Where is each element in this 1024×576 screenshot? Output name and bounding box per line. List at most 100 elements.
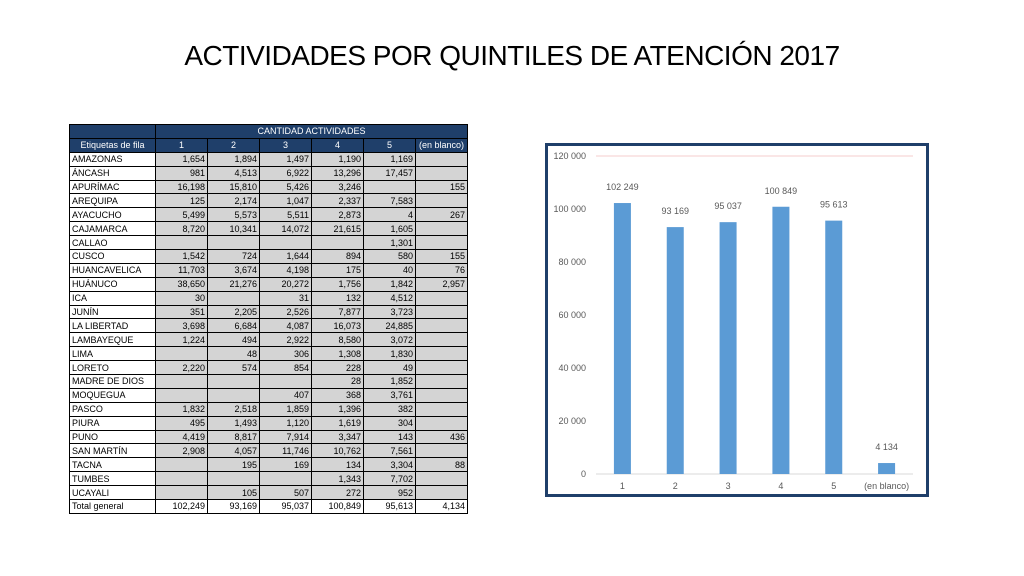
row-label: PUNO: [69, 429, 156, 445]
table-cell: 7,561: [363, 443, 416, 459]
table-cell: 2,518: [207, 401, 260, 417]
table-cell: [155, 374, 208, 389]
table-cell: 2,873: [311, 207, 364, 223]
table-cell: 1,605: [363, 221, 416, 237]
table-cell: 10,341: [207, 221, 260, 237]
table-cell: 1,842: [363, 276, 416, 292]
table-cell: 13,296: [311, 165, 364, 181]
table-row: PIURA 495 1,493 1,120 1,619 304: [69, 415, 468, 431]
table-cell: 2,957: [415, 276, 468, 292]
table-row: MADRE DE DIOS 28 1,852: [69, 374, 468, 389]
table-cell: 6,684: [207, 318, 260, 334]
bar: [878, 463, 896, 474]
table-cell: 3,698: [155, 318, 208, 334]
table-cell: 351: [155, 304, 208, 320]
bar: [613, 203, 631, 474]
table-cell: 724: [207, 249, 260, 264]
bar: [772, 206, 790, 474]
table-cell: 436: [415, 429, 468, 445]
table-cell: 4,513: [207, 165, 260, 181]
table-cell: 8,580: [311, 332, 364, 348]
table-cell: 20,272: [259, 276, 312, 292]
table-cell: 38,650: [155, 276, 208, 292]
x-tick-label: 1: [620, 481, 625, 491]
table-cell: 1,343: [311, 471, 364, 487]
table-cell: 1,654: [155, 151, 208, 167]
table-cell: [155, 457, 208, 473]
row-label: SAN MARTÍN: [69, 443, 156, 459]
data-label: 95 037: [714, 201, 742, 211]
row-label: LORETO: [69, 360, 156, 376]
table-cell: 2,205: [207, 304, 260, 320]
table-cell: 11,746: [259, 443, 312, 459]
table-cell: 272: [311, 485, 364, 501]
table-cell: 21,615: [311, 221, 364, 237]
table-cell: 7,702: [363, 471, 416, 487]
table-cell: [207, 471, 260, 487]
table-row: HUÁNUCO 38,650 21,276 20,272 1,756 1,842 2,957: [69, 276, 468, 292]
table-row: AYACUCHO 5,499 5,573 5,511 2,873 4 267: [69, 207, 468, 223]
table-cell: 1,190: [311, 151, 364, 167]
table-row: UCAYALI 105 507 272 952: [69, 485, 468, 501]
table-cell: 4: [363, 207, 416, 223]
table-row: AMAZONAS 1,654 1,894 1,497 1,190 1,169: [69, 151, 468, 167]
table-cell: 981: [155, 165, 208, 181]
table-cell: 76: [415, 262, 468, 278]
table-cell: 16,073: [311, 318, 364, 334]
table-cell: [207, 235, 260, 251]
table-cell: 105: [207, 485, 260, 501]
table-cell: [415, 332, 468, 348]
table-body: AMAZONAS 1,654 1,894 1,497 1,190 1,169 ÁNCASH 9…: [69, 151, 468, 514]
table-cell: 1,308: [311, 346, 364, 362]
table-cell: 132: [311, 290, 364, 306]
bar-chart: 0 20 000 40 000 60 000 80 000 100 000 120 000 1…: [545, 143, 929, 497]
table-row: ICA 30 31 132 4,512: [69, 290, 468, 306]
page-title: ACTIVIDADES POR QUINTILES DE ATENCIÓN 20…: [184, 40, 840, 71]
table-cell: 102,249: [155, 499, 208, 514]
table-cell: 1,644: [259, 249, 312, 264]
table-cell: 3,304: [363, 457, 416, 473]
table-cell: 143: [363, 429, 416, 445]
table-cell: 1,894: [207, 151, 260, 167]
pivot-table: CANTIDAD ACTIVIDADES Etiquetas de fila 1…: [69, 124, 468, 514]
table-cell: 382: [363, 401, 416, 417]
row-label: HUANCAVELICA: [69, 262, 156, 278]
y-tick-label: 20 000: [558, 416, 586, 426]
table-row: SAN MARTÍN 2,908 4,057 11,746 10,762 7,561: [69, 443, 468, 459]
table-cell: 31: [259, 290, 312, 306]
table-cell: 1,396: [311, 401, 364, 417]
table-cell: [155, 471, 208, 487]
row-label: PASCO: [69, 401, 156, 417]
table-cell: 3,246: [311, 179, 364, 195]
table-cell: 95,037: [259, 499, 312, 514]
table-cell: 894: [311, 249, 364, 264]
row-label: UCAYALI: [69, 485, 156, 501]
row-label: LIMA: [69, 346, 156, 362]
table-cell: 4,198: [259, 262, 312, 278]
table-cell: 1,756: [311, 276, 364, 292]
table-row: LAMBAYEQUE 1,224 494 2,922 8,580 3,072: [69, 332, 468, 348]
table-cell: 4,087: [259, 318, 312, 334]
table-cell: [415, 193, 468, 209]
y-tick-label: 80 000: [558, 257, 586, 267]
table-cell: 195: [207, 457, 260, 473]
table-cell: 368: [311, 387, 364, 403]
table-cell: 95,613: [363, 499, 416, 514]
y-tick-label: 0: [581, 469, 586, 479]
table-cell: 7,877: [311, 304, 364, 320]
table-cell: 854: [259, 360, 312, 376]
table-cell: 1,497: [259, 151, 312, 167]
row-label: AYACUCHO: [69, 207, 156, 223]
y-tick-label: 100 000: [553, 204, 586, 214]
table-cell: 1,120: [259, 415, 312, 431]
table-cell: 580: [363, 249, 416, 264]
table-row: MOQUEGUA 407 368 3,761: [69, 387, 468, 403]
table-cell: 407: [259, 387, 312, 403]
row-label: TACNA: [69, 457, 156, 473]
table-row: HUANCAVELICA 11,703 3,674 4,198 175 40 76: [69, 262, 468, 278]
table-row: APURÍMAC 16,198 15,810 5,426 3,246 155: [69, 179, 468, 195]
table-row: TACNA 195 169 134 3,304 88: [69, 457, 468, 473]
data-label: 93 169: [661, 206, 689, 216]
table-cell: 100,849: [311, 499, 364, 514]
data-label: 4 134: [875, 442, 898, 452]
